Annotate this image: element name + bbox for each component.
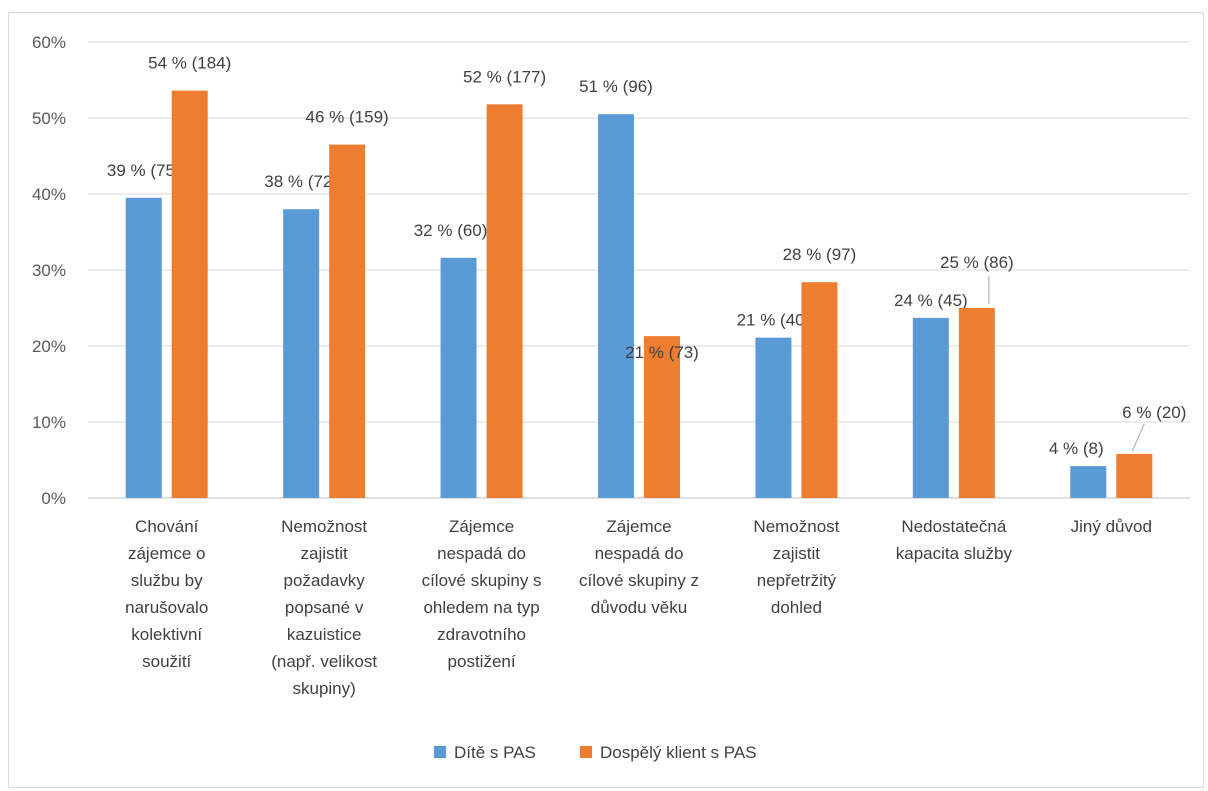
- bar-dite-s-pas: [912, 317, 949, 498]
- bar-dite-s-pas: [440, 257, 477, 498]
- category-label: kolektivní: [131, 625, 202, 644]
- y-tick-label: 60%: [32, 33, 66, 52]
- category-label: kazuistice: [287, 625, 362, 644]
- legend-label: Dítě s PAS: [454, 743, 536, 762]
- leader-line: [1131, 423, 1145, 452]
- y-tick-label: 50%: [32, 109, 66, 128]
- category-label: zdravotního: [437, 625, 526, 644]
- bar-dospely-klient-s-pas: [1116, 453, 1153, 498]
- legend-swatch: [580, 746, 592, 758]
- data-label: 46 % (159): [306, 108, 389, 127]
- category-label: Chování: [135, 517, 199, 536]
- category-label: nepřetržitý: [757, 571, 837, 590]
- data-label: 4 % (8): [1049, 439, 1104, 458]
- data-label: 51 % (96): [579, 77, 653, 96]
- category-label: požadavky: [284, 571, 366, 590]
- category-label: Nemožnost: [281, 517, 367, 536]
- data-label: 38 % (72): [264, 172, 338, 191]
- y-tick-label: 30%: [32, 261, 66, 280]
- y-tick-label: 0%: [41, 489, 66, 508]
- bar-dite-s-pas: [598, 114, 634, 498]
- category-label: službu by: [131, 571, 203, 590]
- category-label: dohled: [771, 598, 822, 617]
- category-label: narušovalo: [125, 598, 208, 617]
- category-label: důvodu věku: [591, 598, 687, 617]
- bar-dite-s-pas: [755, 337, 792, 498]
- bar-dospely-klient-s-pas: [644, 336, 680, 498]
- y-tick-label: 40%: [32, 185, 66, 204]
- bar-dospely-klient-s-pas: [329, 144, 366, 498]
- bar-dospely-klient-s-pas: [801, 282, 838, 498]
- category-label: zajistit: [301, 544, 349, 563]
- data-label: 21 % (73): [625, 343, 699, 362]
- category-label: Zájemce: [606, 517, 671, 536]
- category-label: postižení: [448, 652, 516, 671]
- bar-dite-s-pas: [1070, 466, 1107, 498]
- y-tick-label: 20%: [32, 337, 66, 356]
- bar-dite-s-pas: [283, 209, 320, 498]
- category-label: Nedostatečná: [901, 517, 1006, 536]
- category-label: nespadá do: [437, 544, 526, 563]
- legend-label: Dospělý klient s PAS: [600, 743, 757, 762]
- bar-dospely-klient-s-pas: [958, 308, 995, 498]
- category-label: Jiný důvod: [1071, 517, 1152, 536]
- category-label: cílové skupiny s: [422, 571, 542, 590]
- data-label: 25 % (86): [940, 253, 1014, 272]
- y-tick-label: 10%: [32, 413, 66, 432]
- category-label: (např. velikost: [271, 652, 377, 671]
- data-label: 32 % (60): [414, 221, 488, 240]
- bar-dite-s-pas: [125, 197, 162, 499]
- legend-swatch: [434, 746, 446, 758]
- data-label: 52 % (177): [463, 67, 546, 86]
- category-label: Nemožnost: [753, 517, 839, 536]
- category-label: kapacita služby: [896, 544, 1013, 563]
- category-label: skupiny): [292, 679, 355, 698]
- data-label: 6 % (20): [1122, 403, 1186, 422]
- category-label: nespadá do: [595, 544, 684, 563]
- data-label: 24 % (45): [894, 291, 968, 310]
- data-label: 54 % (184): [148, 54, 231, 73]
- data-label: 21 % (40): [737, 311, 811, 330]
- bar-dospely-klient-s-pas: [171, 90, 208, 498]
- category-label: soužití: [142, 652, 191, 671]
- category-label: zajistit: [773, 544, 821, 563]
- category-label: ohledem na typ: [423, 598, 539, 617]
- data-label: 28 % (97): [783, 245, 857, 264]
- category-label: zájemce o: [128, 544, 205, 563]
- category-label: cílové skupiny z: [579, 571, 699, 590]
- data-label: 39 % (75): [107, 161, 181, 180]
- category-label: Zájemce: [449, 517, 514, 536]
- category-label: popsané v: [285, 598, 364, 617]
- bar-dospely-klient-s-pas: [486, 104, 523, 498]
